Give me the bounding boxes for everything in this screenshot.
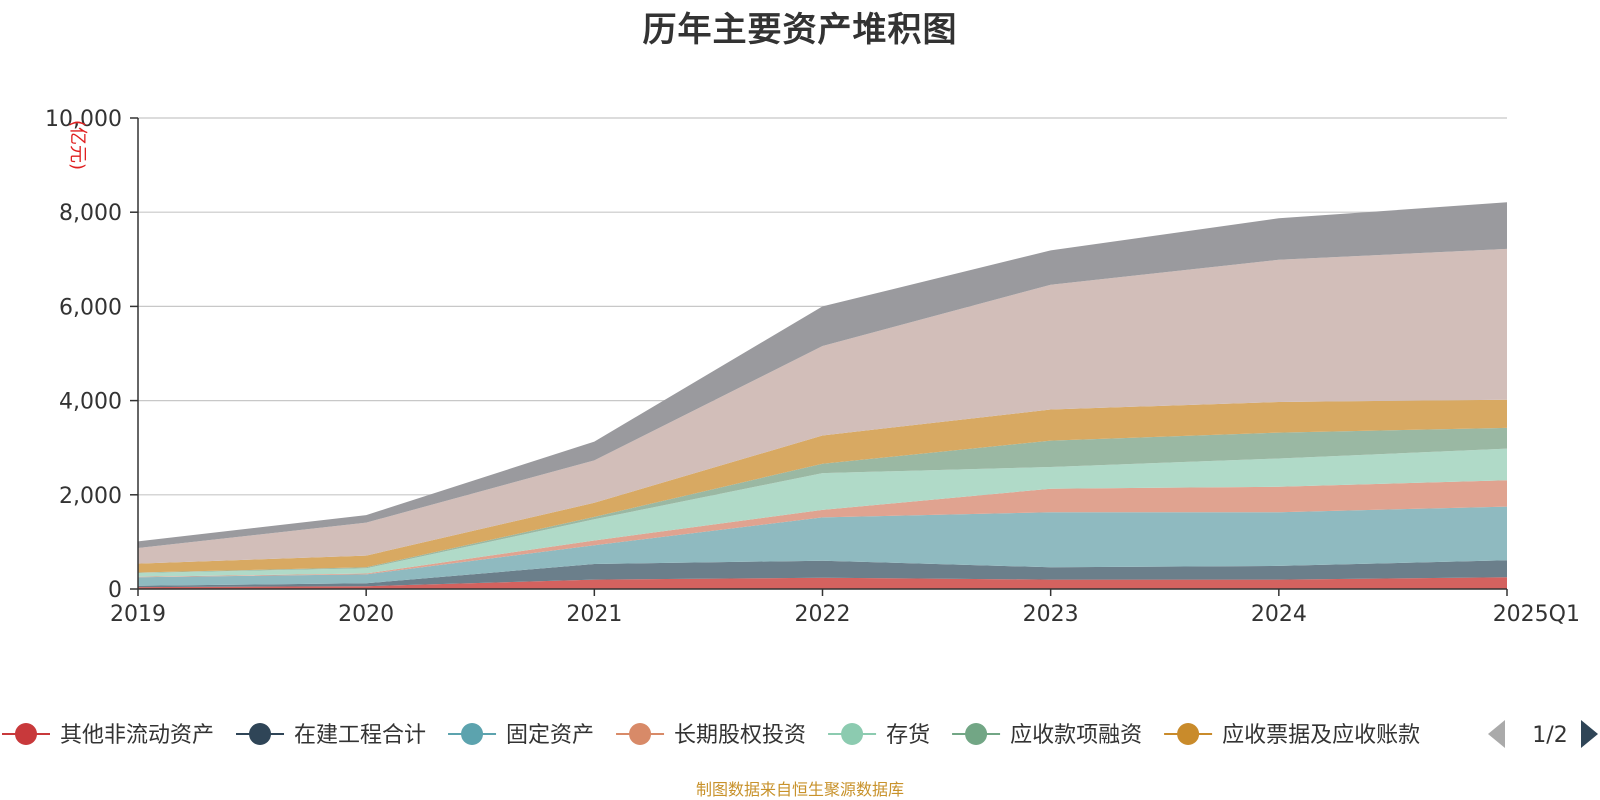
area-应收款项融资[interactable] xyxy=(138,427,1507,573)
area-series xyxy=(138,202,1507,589)
legend-page-indicator: 1/2 xyxy=(1532,723,1567,748)
legend-marker-icon xyxy=(841,723,864,745)
y-tick-label: 8,000 xyxy=(59,201,122,226)
source-note: 制图数据来自恒生聚源数据库 xyxy=(695,780,904,799)
y-tick-label: 6,000 xyxy=(59,295,122,320)
x-tick-label: 2023 xyxy=(1023,602,1079,627)
y-tick-label: 0 xyxy=(108,578,122,603)
legend-item[interactable]: 存货 xyxy=(828,723,930,748)
legend-item[interactable]: 其他非流动资产 xyxy=(2,723,214,748)
area-固定资产[interactable] xyxy=(138,506,1507,586)
area-存货[interactable] xyxy=(138,448,1507,577)
axes: 0 2,000 4,000 6,000 8,000 10,000 2019 2020 2021 2… xyxy=(45,107,1580,627)
y-tick-label: 10,000 xyxy=(45,107,122,132)
x-tick-label: 2020 xyxy=(338,602,394,627)
area-应收票据及应收账款[interactable] xyxy=(138,399,1507,573)
legend-item[interactable]: 在建工程合计 xyxy=(236,723,426,748)
legend-label: 固定资产 xyxy=(506,723,594,748)
area-在建工程合计[interactable] xyxy=(138,560,1507,588)
legend-label: 在建工程合计 xyxy=(294,723,426,748)
x-tick-label: 2022 xyxy=(795,602,851,627)
area-长期股权投资[interactable] xyxy=(138,480,1507,578)
legend-marker-icon xyxy=(15,723,37,745)
y-tick-label: 4,000 xyxy=(59,390,122,415)
legend-marker-icon xyxy=(629,723,652,745)
legend-label: 存货 xyxy=(886,723,930,748)
legend-marker-icon xyxy=(965,723,988,745)
legend-item[interactable]: 长期股权投资 xyxy=(616,723,806,748)
x-tick-label: 2025Q1 xyxy=(1493,602,1580,627)
legend-label: 长期股权投资 xyxy=(674,723,806,748)
chart-title: 历年主要资产堆积图 xyxy=(642,10,958,50)
legend-item[interactable]: 应收款项融资 xyxy=(952,723,1142,748)
y-tick-label: 2,000 xyxy=(59,484,122,509)
x-tick-label: 2021 xyxy=(566,602,622,627)
legend-marker-icon xyxy=(461,723,484,745)
y-axis-unit-label: (亿元) xyxy=(67,120,88,170)
legend-label: 应收票据及应收账款 xyxy=(1222,723,1420,748)
legend-item[interactable]: 应收票据及应收账款 xyxy=(1164,723,1420,748)
legend-marker-icon xyxy=(1177,723,1200,745)
area-货币资金[interactable] xyxy=(138,248,1507,564)
area-其他[interactable] xyxy=(138,202,1507,549)
legend-label: 其他非流动资产 xyxy=(60,723,214,748)
legend-next-icon[interactable] xyxy=(1581,720,1598,748)
legend-label: 应收款项融资 xyxy=(1010,723,1142,748)
legend-marker-icon xyxy=(249,723,272,745)
x-tick-label: 2024 xyxy=(1251,602,1307,627)
area-其他非流动资产[interactable] xyxy=(138,577,1507,589)
legend-prev-icon[interactable] xyxy=(1488,720,1505,748)
legend-pager: 1/2 xyxy=(1488,720,1598,748)
legend: 其他非流动资产 在建工程合计 固定资产 长期股权投资 存货 应收款项融资 应收票据及应收账款… xyxy=(2,720,1598,748)
legend-item[interactable]: 固定资产 xyxy=(448,723,594,748)
x-tick-label: 2019 xyxy=(110,602,166,627)
